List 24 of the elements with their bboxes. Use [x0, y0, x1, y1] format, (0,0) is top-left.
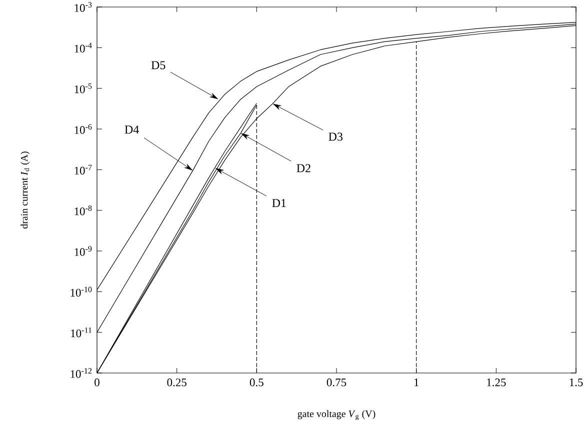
x-tick-label: 1 [414, 378, 419, 386]
x-tick-label: 0.25 [167, 378, 186, 386]
y-tick-label: 10$^{-10}$ [70, 286, 92, 297]
x-tick-label: 1.5 [570, 378, 583, 386]
x-tick-label: 1.25 [487, 378, 506, 386]
y-tick-label: 10$^{-5}$ [74, 83, 92, 94]
y-tick-label: 10$^{-9}$ [74, 246, 92, 256]
x-axis-title: gate voltage V$_{g}$ (V) [298, 410, 376, 420]
x-tick-label: 0 [94, 378, 100, 386]
y-tick-label: 10$^{-7}$ [74, 164, 92, 175]
y-tick-label: 10$^{-6}$ [74, 124, 92, 134]
y-tick-label: 10$^{-12}$ [70, 368, 92, 378]
annotation: D1 [272, 199, 286, 207]
x-tick-label: 0.75 [326, 378, 346, 386]
annotation: D2 [296, 164, 310, 172]
y-tick-label: 10$^{-3}$ [74, 2, 92, 12]
annotation: D4 [124, 126, 139, 134]
y-axis-title: drain current I$_{d}$ (A) [20, 152, 30, 228]
x-tick-label: 0.5 [250, 378, 264, 386]
annotation: D5 [151, 61, 166, 70]
annotation: D3 [328, 132, 342, 141]
y-tick-label: 10$^{-11}$ [71, 327, 92, 338]
y-tick-label: 10$^{-8}$ [74, 205, 92, 216]
y-tick-label: 10$^{-4}$ [74, 42, 92, 53]
